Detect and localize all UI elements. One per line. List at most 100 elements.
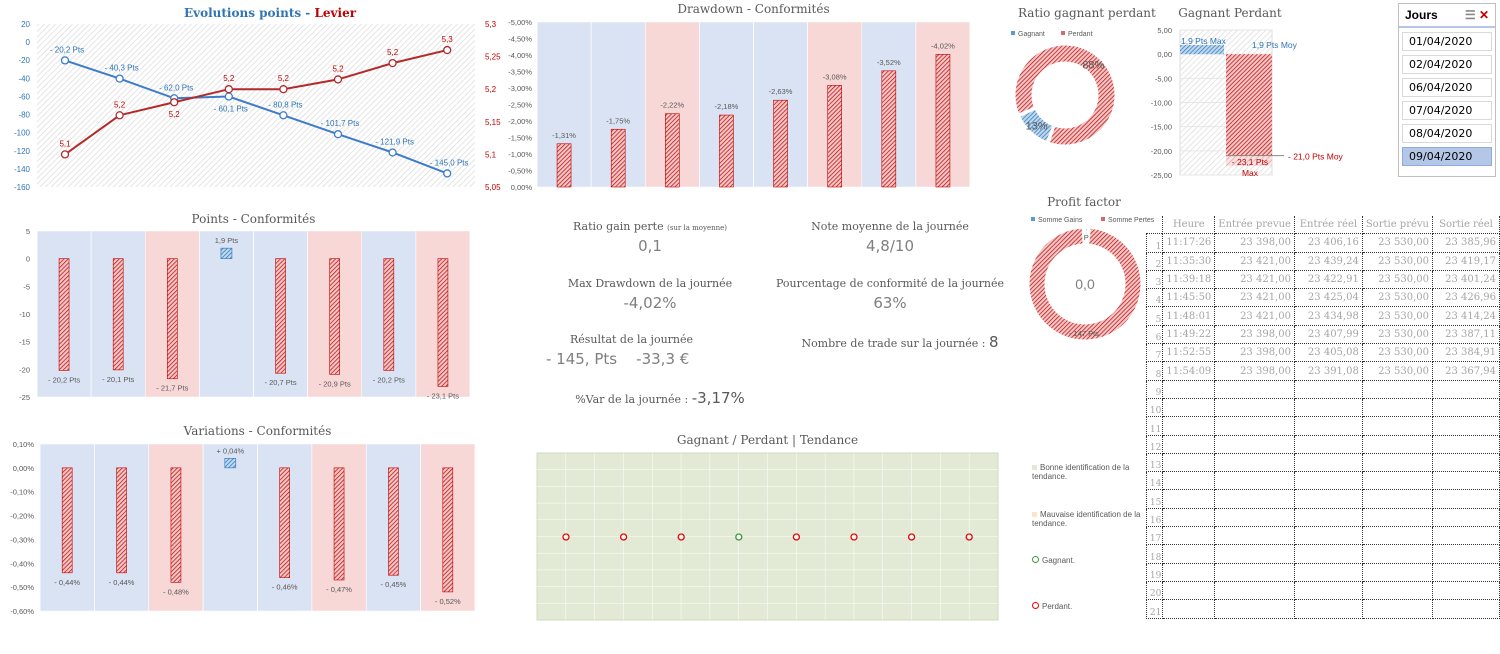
table-cell[interactable] xyxy=(1361,397,1433,418)
table-cell[interactable]: 23 405,08 xyxy=(1293,343,1363,363)
table-cell[interactable]: 23 530,00 xyxy=(1361,324,1433,345)
table-cell[interactable] xyxy=(1293,379,1363,399)
table-cell[interactable] xyxy=(1214,544,1295,564)
table-cell[interactable]: 11:54:09 xyxy=(1162,361,1216,381)
table-cell[interactable]: 23 530,00 xyxy=(1361,269,1433,290)
clear-filter-icon[interactable]: ✕ xyxy=(1478,8,1489,22)
slicer-item[interactable]: 02/04/2020 xyxy=(1402,55,1492,74)
table-cell[interactable]: 23 398,00 xyxy=(1214,343,1295,363)
table-cell[interactable] xyxy=(1431,526,1500,546)
table-cell[interactable] xyxy=(1162,526,1216,546)
table-cell[interactable]: 23 385,96 xyxy=(1431,233,1500,253)
table-cell[interactable]: 23 530,00 xyxy=(1361,233,1433,253)
table-cell[interactable] xyxy=(1162,599,1216,619)
table-cell[interactable]: 23 530,00 xyxy=(1361,306,1433,326)
table-cell[interactable] xyxy=(1162,434,1216,454)
slicer-item[interactable]: 09/04/2020 xyxy=(1402,147,1492,166)
table-cell[interactable] xyxy=(1293,416,1363,436)
table-cell[interactable]: 23 421,00 xyxy=(1214,288,1295,308)
table-cell[interactable]: 11:17:26 xyxy=(1162,233,1216,253)
table-cell[interactable] xyxy=(1214,562,1295,582)
table-cell[interactable]: 23 419,17 xyxy=(1431,251,1500,271)
table-cell[interactable]: 23 391,08 xyxy=(1293,361,1363,381)
table-cell[interactable] xyxy=(1361,544,1433,564)
table-cell[interactable] xyxy=(1293,397,1363,418)
slicer-item[interactable]: 07/04/2020 xyxy=(1402,101,1492,120)
table-cell[interactable] xyxy=(1431,544,1500,564)
table-cell[interactable] xyxy=(1293,599,1363,619)
table-cell[interactable]: 23 425,04 xyxy=(1293,288,1363,308)
table-cell[interactable]: 23 367,94 xyxy=(1431,361,1500,381)
table-cell[interactable] xyxy=(1361,434,1433,454)
table-cell[interactable] xyxy=(1361,599,1433,619)
table-cell[interactable] xyxy=(1431,416,1500,436)
table-cell[interactable]: 23 426,96 xyxy=(1431,288,1500,308)
table-cell[interactable] xyxy=(1431,580,1500,601)
table-cell[interactable] xyxy=(1162,416,1216,436)
table-cell[interactable] xyxy=(1361,526,1433,546)
table-cell[interactable] xyxy=(1431,434,1500,454)
table-cell[interactable] xyxy=(1361,562,1433,582)
table-cell[interactable] xyxy=(1162,562,1216,582)
table-cell[interactable] xyxy=(1431,379,1500,399)
table-cell[interactable] xyxy=(1361,507,1433,528)
table-cell[interactable]: 23 406,16 xyxy=(1293,233,1363,253)
table-cell[interactable]: 23 384,91 xyxy=(1431,343,1500,363)
table-cell[interactable] xyxy=(1162,379,1216,399)
table-cell[interactable] xyxy=(1431,471,1500,491)
table-cell[interactable] xyxy=(1431,562,1500,582)
table-cell[interactable] xyxy=(1293,434,1363,454)
table-cell[interactable]: 11:45:50 xyxy=(1162,288,1216,308)
table-cell[interactable] xyxy=(1361,416,1433,436)
table-cell[interactable]: 23 434,98 xyxy=(1293,306,1363,326)
table-cell[interactable]: 23 421,00 xyxy=(1214,251,1295,271)
table-cell[interactable] xyxy=(1162,397,1216,418)
table-cell[interactable]: 23 530,00 xyxy=(1361,361,1433,381)
table-cell[interactable] xyxy=(1431,507,1500,528)
slicer-item[interactable]: 06/04/2020 xyxy=(1402,78,1492,97)
multi-select-icon[interactable]: ☰ xyxy=(1464,8,1476,22)
table-cell[interactable] xyxy=(1162,452,1216,473)
table-cell[interactable] xyxy=(1293,507,1363,528)
table-cell[interactable]: 23 530,00 xyxy=(1361,251,1433,271)
table-cell[interactable] xyxy=(1214,489,1295,509)
table-cell[interactable]: 11:48:01 xyxy=(1162,306,1216,326)
table-cell[interactable] xyxy=(1361,489,1433,509)
table-cell[interactable]: 23 439,24 xyxy=(1293,251,1363,271)
slicer-item[interactable]: 08/04/2020 xyxy=(1402,124,1492,143)
table-cell[interactable] xyxy=(1293,562,1363,582)
table-cell[interactable] xyxy=(1214,434,1295,454)
table-cell[interactable] xyxy=(1431,397,1500,418)
table-cell[interactable] xyxy=(1361,379,1433,399)
table-cell[interactable] xyxy=(1293,544,1363,564)
table-cell[interactable] xyxy=(1214,397,1295,418)
table-cell[interactable]: 23 387,11 xyxy=(1431,324,1500,345)
table-cell[interactable] xyxy=(1162,544,1216,564)
table-cell[interactable] xyxy=(1162,471,1216,491)
table-cell[interactable] xyxy=(1214,452,1295,473)
table-cell[interactable] xyxy=(1431,599,1500,619)
table-cell[interactable]: 23 530,00 xyxy=(1361,343,1433,363)
table-cell[interactable] xyxy=(1431,489,1500,509)
table-cell[interactable]: 23 407,99 xyxy=(1293,324,1363,345)
table-cell[interactable] xyxy=(1361,580,1433,601)
table-cell[interactable]: 23 398,00 xyxy=(1214,361,1295,381)
table-cell[interactable]: 23 401,24 xyxy=(1431,269,1500,290)
table-cell[interactable] xyxy=(1361,452,1433,473)
table-cell[interactable] xyxy=(1214,379,1295,399)
table-cell[interactable] xyxy=(1293,452,1363,473)
table-cell[interactable] xyxy=(1214,507,1295,528)
table-cell[interactable]: 23 530,00 xyxy=(1361,288,1433,308)
table-cell[interactable] xyxy=(1162,507,1216,528)
table-cell[interactable]: 23 398,00 xyxy=(1214,324,1295,345)
table-cell[interactable]: 11:49:22 xyxy=(1162,324,1216,345)
table-cell[interactable]: 11:52:55 xyxy=(1162,343,1216,363)
table-cell[interactable] xyxy=(1214,599,1295,619)
table-cell[interactable] xyxy=(1162,580,1216,601)
table-cell[interactable] xyxy=(1361,471,1433,491)
table-cell[interactable] xyxy=(1162,489,1216,509)
table-cell[interactable]: 23 421,00 xyxy=(1214,269,1295,290)
table-cell[interactable] xyxy=(1214,416,1295,436)
table-cell[interactable] xyxy=(1293,489,1363,509)
table-cell[interactable]: 23 421,00 xyxy=(1214,306,1295,326)
